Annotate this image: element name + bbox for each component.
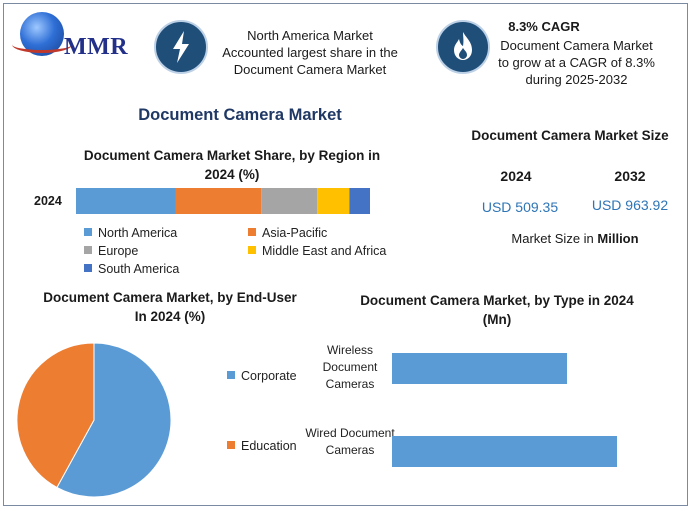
legend-label: Middle East and Africa (262, 244, 387, 258)
end-user-pie-chart (16, 342, 172, 498)
type-label-wired: Wired Document Cameras (305, 426, 395, 457)
cagr-title: 8.3% CAGR (508, 19, 580, 34)
legend-label: Corporate (241, 369, 297, 383)
region-bar-segment-south-america (349, 188, 370, 214)
main-title: Document Camera Market (138, 106, 342, 124)
legend-label: Education (241, 439, 297, 453)
flame-icon (436, 20, 490, 74)
market-size-unit: Market Size in Million (480, 231, 670, 246)
legend-label: North America (98, 226, 178, 240)
market-size-year-2024: 2024 (500, 168, 532, 184)
legend-corporate: Corporate (227, 369, 297, 383)
legend-label: Europe (98, 244, 139, 258)
type-bar-chart (392, 353, 617, 467)
region-stacked-bar (76, 188, 370, 214)
region-chart-category-label: 2024 (34, 194, 62, 208)
logo-text: MMR (64, 34, 129, 60)
market-size-value-2024: USD 509.35 (481, 199, 559, 215)
legend-swatch (227, 371, 235, 379)
region-bar-segment-europe (261, 188, 318, 214)
market-size-year-2032: 2032 (614, 168, 646, 184)
pie-slice-corporate (56, 342, 172, 498)
legend-asia-pacific: Asia-Pacific (248, 226, 327, 240)
legend-swatch (248, 246, 256, 254)
highlight-north-america: North America Market Accounted largest s… (222, 28, 398, 77)
type-label-wireless: Wireless Document Cameras (322, 343, 378, 391)
unit-prefix: Market Size in (511, 231, 598, 246)
legend-middle-east-africa: Middle East and Africa (248, 244, 386, 258)
legend-europe: Europe (84, 244, 138, 258)
market-size-title: Document Camera Market Size (471, 128, 669, 143)
cagr-text: Document Camera Market to grow at a CAGR… (498, 38, 655, 87)
legend-education: Education (227, 439, 297, 453)
region-bar-segment-middle-east-and-africa (317, 188, 350, 214)
legend-swatch (227, 441, 235, 449)
region-bar-segment-north-america (76, 188, 176, 214)
unit-bold: Million (597, 231, 639, 246)
legend-swatch (84, 246, 92, 254)
pie-slice-education (16, 342, 95, 489)
legend-swatch (248, 228, 256, 236)
swoosh-graphic (12, 36, 72, 53)
market-size-value-2032: USD 963.92 (591, 197, 669, 213)
legend-swatch (84, 228, 92, 236)
legend-north-america: North America (84, 226, 177, 240)
region-bar-segment-asia-pacific (175, 188, 262, 214)
type-bar-wireless (392, 353, 567, 384)
type-bar-wired (392, 436, 617, 467)
region-chart-title: Document Camera Market Share, by Region … (83, 148, 381, 182)
legend-label: Asia-Pacific (262, 226, 328, 240)
legend-south-america: South America (84, 262, 179, 276)
end-user-chart-title: Document Camera Market, by End-User In 2… (43, 290, 297, 324)
lightning-icon (154, 20, 208, 74)
type-chart-title: Document Camera Market, by Type in 2024 … (360, 293, 634, 327)
legend-label: South America (98, 262, 180, 276)
legend-swatch (84, 264, 92, 272)
infographic-frame (3, 3, 688, 506)
